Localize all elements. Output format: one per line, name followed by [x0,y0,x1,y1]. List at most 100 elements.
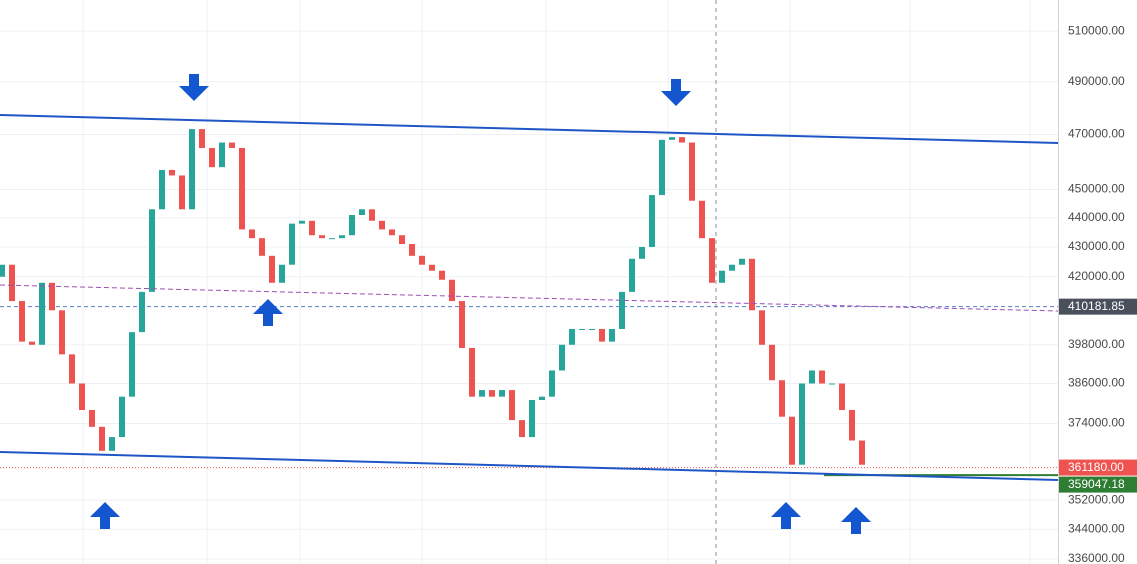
candle [499,390,505,397]
candle [199,129,205,148]
y-tick-label: 398000.00 [1068,337,1125,351]
down-arrow [179,74,209,101]
candle [789,416,795,465]
y-tick-label: 510000.00 [1068,23,1125,37]
candle [529,400,535,438]
candle [799,383,805,465]
candle [419,255,425,265]
y-tick-label: 336000.00 [1068,551,1125,564]
candle [839,383,845,411]
y-tick-label: 374000.00 [1068,416,1125,430]
candle [109,437,115,451]
candle [519,420,525,438]
candle [349,215,355,236]
candle [679,137,685,143]
price-axis-labels: 510000.00 490000.00 470000.00 450000.00 4400… [1059,23,1137,564]
candle [639,246,645,259]
trend-line [0,284,1059,312]
candle [629,258,635,292]
candle [289,223,295,265]
candle [249,229,255,239]
candle [229,142,235,148]
candle [379,220,385,230]
candle [549,370,555,397]
y-tick-label: 344000.00 [1068,521,1125,535]
candle [89,410,95,427]
candle [319,235,325,239]
up-arrow [771,502,801,529]
candle [119,396,125,438]
candle [299,220,305,224]
candle [449,279,455,302]
candle [309,220,315,236]
candle [579,328,585,330]
price-label-box [1059,459,1137,476]
candle [219,142,225,168]
candle [759,310,765,345]
candle [0,264,5,277]
candle [489,390,495,397]
candle [749,258,755,311]
candle [59,310,65,355]
candle [809,370,815,384]
candle [179,175,185,210]
candle [649,195,655,247]
y-tick-label: 352000.00 [1068,492,1125,506]
candle [849,410,855,441]
candle [569,328,575,345]
down-arrow [661,79,691,106]
candle [459,301,465,348]
candle [699,200,705,239]
candle [39,282,45,345]
price-label-box [1059,298,1137,315]
candle [269,255,275,283]
candle [729,264,735,271]
price-label-box [1059,476,1137,493]
candle [329,238,335,240]
y-tick-label: 430000.00 [1068,239,1125,253]
candle [29,341,35,345]
candle [279,264,285,283]
candle [99,426,105,451]
candle [539,396,545,401]
candle [149,209,155,292]
candles [0,129,865,465]
candle [189,129,195,210]
price-label: 361180.00 [1068,460,1124,474]
candle [659,139,665,196]
candle [439,270,445,280]
candle [669,137,675,140]
candle [599,328,605,342]
y-tick-label: 470000.00 [1068,127,1125,141]
candle [399,235,405,245]
candle [389,229,395,236]
candle [69,354,75,384]
y-tick-label: 386000.00 [1068,376,1125,390]
candle [779,380,785,417]
price-lines [0,306,1058,477]
trend-line [0,114,1059,144]
candle [19,301,25,342]
arrows [90,74,871,534]
candle [609,328,615,342]
candle [859,440,865,465]
up-arrow [90,502,120,529]
y-tick-label: 420000.00 [1068,269,1125,283]
candle [359,209,365,216]
candle [9,264,15,302]
candle [129,332,135,397]
grid [0,30,1058,560]
candle [559,344,565,371]
candle [259,238,265,256]
candle [339,235,345,239]
price-label: 410181.85 [1068,299,1125,313]
vertical-grid [82,0,1031,564]
candle [139,291,145,333]
candle [479,390,485,397]
candle [79,383,85,411]
up-arrow [841,507,871,534]
candle [739,258,745,265]
candle [369,209,375,221]
candle [169,169,175,176]
trend-line [0,451,1059,481]
